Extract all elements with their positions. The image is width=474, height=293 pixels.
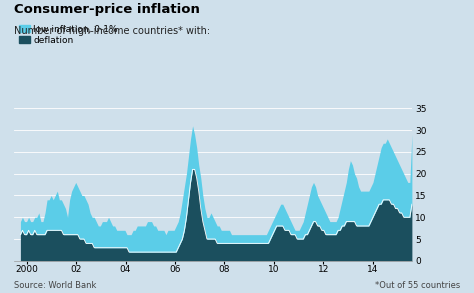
Text: Source: World Bank: Source: World Bank [14, 281, 97, 290]
Text: *Out of 55 countries: *Out of 55 countries [374, 281, 460, 290]
Legend: low inflation, 0-1%, deflation: low inflation, 0-1%, deflation [19, 25, 118, 45]
Text: Consumer-price inflation: Consumer-price inflation [14, 3, 200, 16]
Text: Number of high-income countries* with:: Number of high-income countries* with: [14, 26, 210, 36]
